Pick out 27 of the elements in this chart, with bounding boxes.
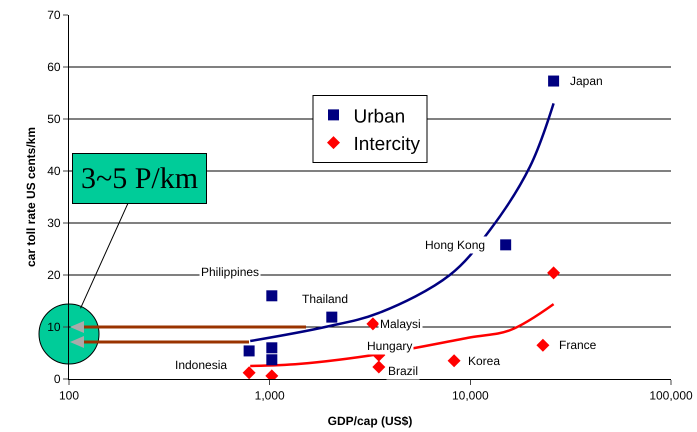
y-tick-label: 30 xyxy=(47,216,61,230)
y-tick-label: 70 xyxy=(47,8,61,22)
y-tick-label: 0 xyxy=(54,372,61,386)
annotation: Brazil xyxy=(388,364,418,378)
y-axis-title: car toll rate US cents/km xyxy=(24,126,38,268)
annotation: Korea xyxy=(468,354,500,368)
x-axis-title: GDP/cap (US$) xyxy=(328,414,412,428)
annotation: Malaysi xyxy=(380,317,421,331)
annotation: Hong Kong xyxy=(425,238,486,252)
x-tick-label: 1,000 xyxy=(254,388,286,402)
y-tick-label: 10 xyxy=(47,320,61,334)
x-tick-label: 10,000 xyxy=(452,388,490,402)
annotation: Philippines xyxy=(201,265,260,279)
y-tick-label: 40 xyxy=(47,164,61,178)
annotation: Japan xyxy=(570,74,603,88)
x-tick-label: 100,000 xyxy=(649,388,694,402)
legend-label: Urban xyxy=(354,106,406,128)
legend-label: Intercity xyxy=(354,134,421,156)
x-tick-label: 100 xyxy=(58,388,80,402)
y-tick-label: 60 xyxy=(47,60,61,74)
annotation: Indonesia xyxy=(175,358,228,372)
y-tick-label: 20 xyxy=(47,268,61,282)
y-tick-label: 50 xyxy=(47,112,61,126)
annotation: Hungary xyxy=(367,339,412,353)
annotation: Thailand xyxy=(302,292,348,306)
annotation: 3~5 P/km xyxy=(81,162,198,195)
annotation: France xyxy=(559,338,597,352)
